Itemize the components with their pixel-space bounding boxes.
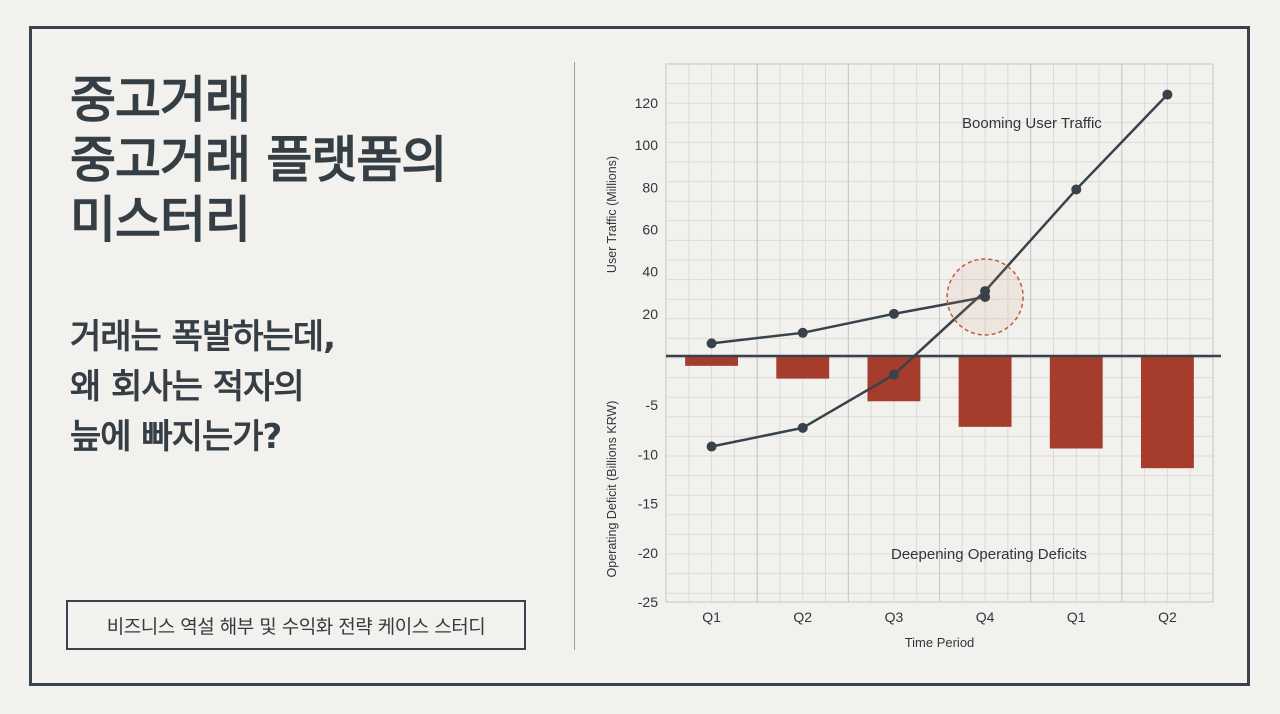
lower-tick-label: -15 xyxy=(638,496,658,512)
upper-tick-label: 100 xyxy=(635,137,659,153)
upper-tick-label: 60 xyxy=(642,222,658,238)
rising-point xyxy=(888,369,899,380)
upper-tick-label: 40 xyxy=(642,264,658,280)
upper-tick-label: 120 xyxy=(635,95,659,111)
lower-tick-label: -25 xyxy=(638,594,658,610)
rising-line xyxy=(711,93,1169,448)
vertical-divider xyxy=(574,62,575,650)
lower-tick-label: -5 xyxy=(646,397,659,413)
upper-y-axis-title: User Traffic (Millions) xyxy=(605,156,619,273)
traffic-line xyxy=(711,295,986,345)
subtitle-line-2: 왜 회사는 적자의 xyxy=(70,367,305,407)
category-label: Q1 xyxy=(702,609,721,625)
case-study-tag: 비즈니스 역설 해부 및 수익화 전략 케이스 스터디 xyxy=(66,600,526,650)
subtitle-line-1: 거래는 폭발하는데, xyxy=(70,317,336,357)
deficit-bar xyxy=(1140,356,1194,469)
category-label: Q2 xyxy=(793,609,812,625)
deficit-bar xyxy=(776,356,830,379)
traffic-point xyxy=(1071,184,1082,195)
traffic-point xyxy=(888,308,899,319)
plot-border xyxy=(665,63,1214,603)
deficit-bar xyxy=(1049,356,1103,449)
lower-tick-label: -20 xyxy=(638,545,658,561)
traffic-point xyxy=(706,338,717,349)
rising-point xyxy=(706,441,717,452)
subtitle-line-3: 늪에 빠지는가? xyxy=(70,417,282,457)
title-line-2: 중고거래 플랫폼의 xyxy=(70,131,447,189)
category-label: Q4 xyxy=(976,609,995,625)
traffic-deficit-chart: 120 100 80 60 40 20 -5 -10 -15 -20 -25 Q1 Q2 Q3 Q4 Q1 Q2… xyxy=(605,63,1221,650)
x-axis-title: Time Period xyxy=(905,635,975,650)
deficit-bar xyxy=(958,356,1012,427)
rising-point xyxy=(980,286,991,297)
category-label: Q2 xyxy=(1158,609,1177,625)
upper-tick-label: 20 xyxy=(642,306,658,322)
subtitle-block: 거래는 폭발하는데, 왜 회사는 적자의 늪에 빠지는가? xyxy=(70,312,530,462)
rising-point xyxy=(797,422,808,433)
annotation-deficit: Deepening Operating Deficits xyxy=(891,546,1087,563)
title-block: 중고거래 중고거래 플랫폼의 미스터리 xyxy=(70,70,550,250)
category-label: Q1 xyxy=(1067,609,1086,625)
deficit-bar xyxy=(685,356,739,366)
annotation-traffic: Booming User Traffic xyxy=(962,115,1102,132)
traffic-point xyxy=(797,327,808,338)
title-line-1: 중고거래 xyxy=(70,71,251,129)
lower-tick-label: -10 xyxy=(638,446,658,462)
title-line-3: 미스터리 xyxy=(70,191,251,249)
upper-tick-label: 80 xyxy=(642,179,658,195)
lower-y-axis-title: Operating Deficit (Billions KRW) xyxy=(605,401,619,578)
category-label: Q3 xyxy=(885,609,904,625)
traffic-point xyxy=(1162,89,1173,100)
